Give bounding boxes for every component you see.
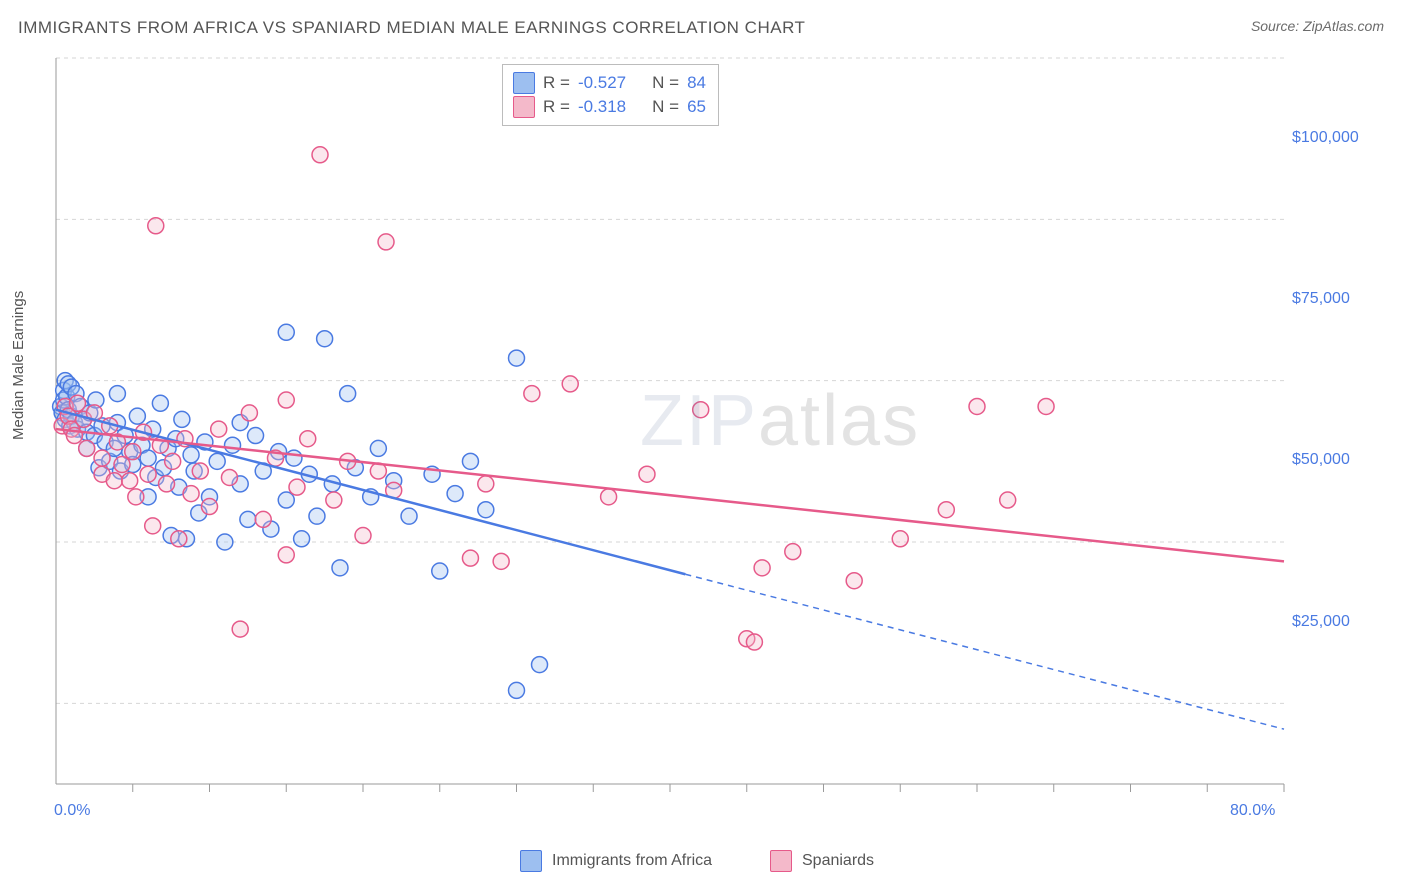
legend-label: Spaniards: [802, 852, 874, 870]
x-tick-label: 80.0%: [1230, 802, 1275, 820]
n-value: 84: [687, 71, 706, 95]
source-attribution: Source: ZipAtlas.com: [1251, 18, 1384, 34]
y-tick-label: $25,000: [1292, 613, 1350, 631]
r-value: -0.318: [578, 95, 626, 119]
legend-swatch: [513, 72, 535, 94]
scatter-plot: [50, 52, 1370, 832]
y-tick-label: $50,000: [1292, 451, 1350, 469]
r-label: R =: [543, 95, 570, 119]
y-tick-label: $75,000: [1292, 290, 1350, 308]
series-legend-africa: Immigrants from Africa: [520, 850, 712, 872]
stats-legend: R = -0.527 N = 84 R = -0.318 N = 65: [502, 64, 719, 126]
n-value: 65: [687, 95, 706, 119]
n-label: N =: [652, 95, 679, 119]
x-tick-label: 0.0%: [54, 802, 90, 820]
stats-legend-row: R = -0.527 N = 84: [513, 71, 706, 95]
stats-legend-row: R = -0.318 N = 65: [513, 95, 706, 119]
chart-title: IMMIGRANTS FROM AFRICA VS SPANIARD MEDIA…: [18, 18, 805, 38]
legend-swatch: [520, 850, 542, 872]
n-label: N =: [652, 71, 679, 95]
y-axis-label: Median Male Earnings: [10, 291, 27, 440]
legend-swatch: [770, 850, 792, 872]
r-label: R =: [543, 71, 570, 95]
legend-swatch: [513, 96, 535, 118]
r-value: -0.527: [578, 71, 626, 95]
y-tick-label: $100,000: [1292, 129, 1359, 147]
series-legend-spaniards: Spaniards: [770, 850, 874, 872]
legend-label: Immigrants from Africa: [552, 852, 712, 870]
